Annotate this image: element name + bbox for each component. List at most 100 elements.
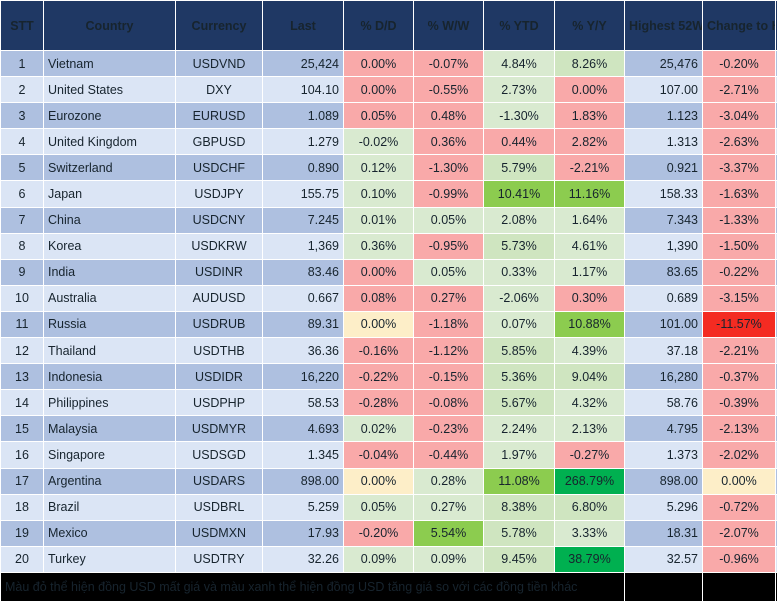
cell-stt: 9 bbox=[0, 258, 44, 286]
cell-dd: 0.09% bbox=[343, 545, 414, 574]
cell-ww: -0.99% bbox=[413, 180, 484, 208]
col-header-last[interactable]: Last bbox=[262, 0, 344, 51]
cell-ww: 0.48% bbox=[413, 102, 484, 130]
col-header-high52[interactable]: Highest 52W bbox=[624, 0, 703, 51]
cell-country: United Kingdom bbox=[43, 128, 176, 156]
table-row[interactable]: 12 Thailand USDTHB 36.36 -0.16% -1.12% 5.85% 4.… bbox=[0, 337, 777, 365]
cell-ytd: 2.08% bbox=[483, 206, 555, 234]
cell-country: Malaysia bbox=[43, 415, 176, 443]
col-header-currency[interactable]: Currency bbox=[175, 0, 263, 51]
col-header-ytd[interactable]: % YTD bbox=[483, 0, 555, 51]
cell-chg-h52: -2.71% bbox=[702, 76, 776, 104]
cell-ww: 0.27% bbox=[413, 284, 484, 312]
table-row[interactable]: 13 Indonesia USDIDR 16,220 -0.22% -0.15% 5.36%… bbox=[0, 363, 777, 391]
table-row[interactable]: 9 India USDINR 83.46 0.00% 0.05% 0.33% 1.17% 83.… bbox=[0, 258, 777, 286]
cell-ytd: -1.30% bbox=[483, 102, 555, 130]
cell-ww: -0.95% bbox=[413, 232, 484, 260]
cell-last: 104.10 bbox=[262, 76, 344, 104]
cell-high52: 0.689 bbox=[624, 284, 703, 312]
cell-ytd: 0.07% bbox=[483, 310, 555, 339]
cell-ww: 0.27% bbox=[413, 493, 484, 521]
cell-currency: USDTHB bbox=[175, 337, 263, 365]
cell-country: Vietnam bbox=[43, 49, 176, 78]
cell-currency: USDPHP bbox=[175, 389, 263, 417]
cell-chg-h52: -11.57% bbox=[702, 310, 776, 339]
table-row[interactable]: 1 Vietnam USDVND 25,424 0.00% -0.07% 4.84% 8.26… bbox=[0, 49, 777, 78]
cell-last: 1,369 bbox=[262, 232, 344, 260]
cell-chg-h52: -2.63% bbox=[702, 128, 776, 156]
cell-high52: 107.00 bbox=[624, 76, 703, 104]
cell-ytd: 8.38% bbox=[483, 493, 555, 521]
col-header-yy[interactable]: % Y/Y bbox=[554, 0, 625, 51]
cell-high52: 25,476 bbox=[624, 49, 703, 78]
cell-dd: 0.36% bbox=[343, 232, 414, 260]
cell-last: 32.26 bbox=[262, 545, 344, 574]
cell-stt: 8 bbox=[0, 232, 44, 260]
table-header: STT Country Currency Last % D/D % W/W % … bbox=[0, 0, 777, 51]
col-header-ww[interactable]: % W/W bbox=[413, 0, 484, 51]
cell-ytd: 11.08% bbox=[483, 467, 555, 495]
table-row[interactable]: 7 China USDCNY 7.245 0.01% 0.05% 2.08% 1.64% 7.3… bbox=[0, 206, 777, 234]
cell-dd: 0.00% bbox=[343, 76, 414, 104]
cell-currency: USDTRY bbox=[175, 545, 263, 574]
cell-last: 7.245 bbox=[262, 206, 344, 234]
cell-chg-h52: -1.50% bbox=[702, 232, 776, 260]
cell-last: 0.890 bbox=[262, 154, 344, 182]
table-row[interactable]: 16 Singapore USDSGD 1.345 -0.04% -0.44% 1.97% -… bbox=[0, 441, 777, 469]
cell-yy: 6.80% bbox=[554, 493, 625, 521]
cell-ytd: 4.84% bbox=[483, 49, 555, 78]
cell-country: Thailand bbox=[43, 337, 176, 365]
table-row[interactable]: 3 Eurozone EURUSD 1.089 0.05% 0.48% -1.30% 1.83… bbox=[0, 102, 777, 130]
cell-yy: 8.26% bbox=[554, 49, 625, 78]
table-row[interactable]: 15 Malaysia USDMYR 4.693 0.02% -0.23% 2.24% 2.1… bbox=[0, 415, 777, 443]
cell-high52: 58.76 bbox=[624, 389, 703, 417]
cell-last: 898.00 bbox=[262, 467, 344, 495]
table-row[interactable]: 6 Japan USDJPY 155.75 0.10% -0.99% 10.41% 11.16… bbox=[0, 180, 777, 208]
cell-yy: 4.32% bbox=[554, 389, 625, 417]
cell-last: 16,220 bbox=[262, 363, 344, 391]
cell-dd: 0.00% bbox=[343, 49, 414, 78]
cell-stt: 2 bbox=[0, 76, 44, 104]
table-row[interactable]: 5 Switzerland USDCHF 0.890 0.12% -1.30% 5.79% -… bbox=[0, 154, 777, 182]
table-row[interactable]: 20 Turkey USDTRY 32.26 0.09% 0.09% 9.45% 38.79%… bbox=[0, 545, 777, 574]
cell-ytd: 0.33% bbox=[483, 258, 555, 286]
cell-currency: DXY bbox=[175, 76, 263, 104]
cell-country: India bbox=[43, 258, 176, 286]
cell-chg-h52: -2.13% bbox=[702, 415, 776, 443]
table-row[interactable]: 14 Philippines USDPHP 58.53 -0.28% -0.08% 5.67… bbox=[0, 389, 777, 417]
table-row[interactable]: 11 Russia USDRUB 89.31 0.00% -1.18% 0.07% 10.88… bbox=[0, 310, 777, 339]
cell-country: Switzerland bbox=[43, 154, 176, 182]
cell-last: 1.279 bbox=[262, 128, 344, 156]
cell-high52: 5.296 bbox=[624, 493, 703, 521]
col-header-country[interactable]: Country bbox=[43, 0, 176, 51]
col-header-stt[interactable]: STT bbox=[0, 0, 44, 51]
cell-chg-h52: -3.37% bbox=[702, 154, 776, 182]
footer-spacer-1 bbox=[624, 572, 703, 602]
table-row[interactable]: 19 Mexico USDMXN 17.93 -0.20% 5.54% 5.78% 3.33%… bbox=[0, 519, 777, 547]
cell-stt: 13 bbox=[0, 363, 44, 391]
col-header-dd[interactable]: % D/D bbox=[343, 0, 414, 51]
table-row[interactable]: 10 Australia AUDUSD 0.667 0.08% 0.27% -2.06% 0.… bbox=[0, 284, 777, 312]
cell-high52: 83.65 bbox=[624, 258, 703, 286]
table-body: 1 Vietnam USDVND 25,424 0.00% -0.07% 4.84% 8.26… bbox=[0, 49, 777, 574]
table-row[interactable]: 2 United States DXY 104.10 0.00% -0.55% 2.73% 0… bbox=[0, 76, 777, 104]
table-row[interactable]: 18 Brazil USDBRL 5.259 0.05% 0.27% 8.38% 6.80% 5… bbox=[0, 493, 777, 521]
table-row[interactable]: 4 United Kingdom GBPUSD 1.279 -0.02% 0.36% 0.4… bbox=[0, 128, 777, 156]
cell-last: 155.75 bbox=[262, 180, 344, 208]
footer-spacer-3 bbox=[775, 572, 777, 602]
col-header-chg-h52[interactable]: Change to H52W bbox=[702, 0, 776, 51]
table-row[interactable]: 8 Korea USDKRW 1,369 0.36% -0.95% 5.73% 4.61% 1,… bbox=[0, 232, 777, 260]
cell-chg-h52: -3.04% bbox=[702, 102, 776, 130]
table-row[interactable]: 17 Argentina USDARS 898.00 0.00% 0.28% 11.08% 2… bbox=[0, 467, 777, 495]
cell-high52: 16,280 bbox=[624, 363, 703, 391]
cell-yy: 2.82% bbox=[554, 128, 625, 156]
cell-yy: 3.33% bbox=[554, 519, 625, 547]
cell-chg-h52: -1.63% bbox=[702, 180, 776, 208]
cell-chg-h52: -0.22% bbox=[702, 258, 776, 286]
cell-currency: AUDUSD bbox=[175, 284, 263, 312]
cell-dd: -0.20% bbox=[343, 519, 414, 547]
cell-stt: 19 bbox=[0, 519, 44, 547]
cell-last: 0.667 bbox=[262, 284, 344, 312]
footer-spacer-2 bbox=[702, 572, 776, 602]
